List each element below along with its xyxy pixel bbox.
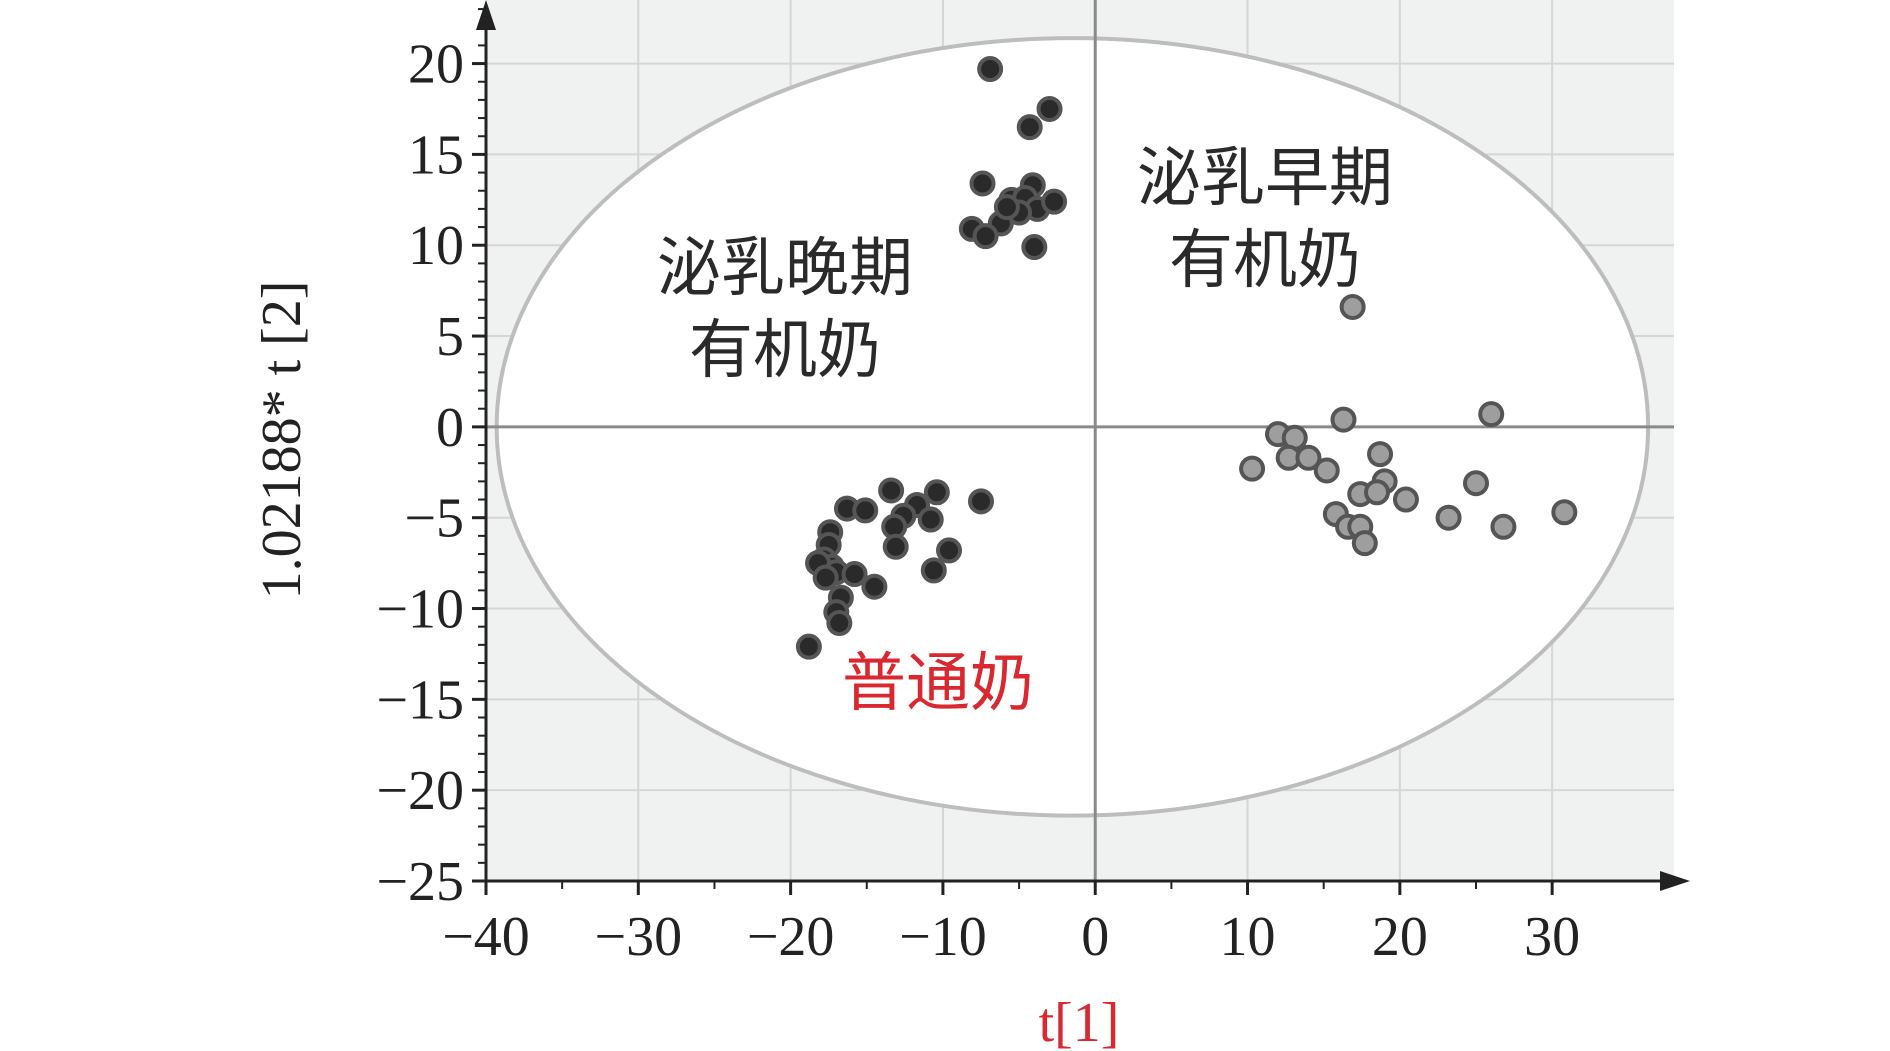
data-point [1351,530,1378,557]
y-tick-label: 20 [408,34,464,96]
data-point [826,610,853,637]
data-point [1021,234,1048,261]
x-tick-label: −20 [747,906,835,968]
y-axis-arrow-icon [476,0,496,30]
data-point [1330,406,1357,433]
data-points [795,56,1578,660]
y-tick-label: −25 [376,851,464,913]
data-point [1435,504,1462,531]
group-label-line: 普通奶 [842,647,1034,721]
data-point [1367,441,1394,468]
x-tick-label: 30 [1524,906,1580,968]
group-label-line: 有机奶 [1169,224,1361,298]
y-tick-label: 5 [436,306,464,368]
x-ticks: −40 −30 −20 −10 0 10 20 30 [442,881,1580,968]
data-point [968,488,994,515]
data-point [882,533,909,560]
group-label-line: 有机奶 [689,314,881,388]
x-tick-label: 20 [1372,906,1428,968]
data-point [1490,513,1517,540]
data-point [923,479,950,506]
x-tick-label: 0 [1081,906,1109,968]
data-point [1313,457,1340,484]
data-point [993,194,1020,221]
data-point [861,573,888,600]
data-point [1478,401,1505,428]
data-point [936,537,963,564]
x-tick-label: −40 [442,906,530,968]
y-tick-label: −10 [376,579,464,641]
data-point [920,557,947,584]
x-axis-arrow-icon [1660,871,1690,891]
data-point [812,564,839,591]
data-point [841,561,868,588]
data-point [1364,479,1390,506]
data-point [1463,470,1489,497]
data-point [972,223,999,250]
data-point [795,633,822,660]
group-label-line: 泌乳早期 [1137,142,1393,216]
data-point [969,170,996,197]
y-tick-label: −20 [376,760,464,822]
data-point [852,497,879,524]
x-tick-label: 10 [1220,906,1276,968]
y-tick-label: −5 [404,488,464,550]
x-axis-title: t[1] [1039,992,1120,1051]
y-tick-label: 15 [408,124,464,186]
group-label-line: 泌乳晚期 [657,232,913,306]
data-point [1036,95,1063,122]
y-axis-title: 1.02188* t [2] [251,281,313,600]
data-point [1041,188,1068,215]
y-tick-label: 10 [408,215,464,277]
data-point [977,56,1004,83]
data-point [1551,499,1578,526]
axes [476,0,1690,891]
data-point [1339,293,1366,320]
data-point [878,477,905,504]
y-ticks: −25 −20 −15 −10 −5 0 5 10 15 20 [376,8,486,913]
data-point [1295,444,1322,471]
data-point [1392,486,1419,513]
y-tick-label: 0 [436,397,464,459]
data-point [1239,455,1266,482]
y-tick-label: −15 [376,669,464,731]
x-tick-label: −30 [595,906,683,968]
data-point [917,506,944,533]
data-point [1016,114,1043,141]
x-tick-label: −10 [899,906,987,968]
